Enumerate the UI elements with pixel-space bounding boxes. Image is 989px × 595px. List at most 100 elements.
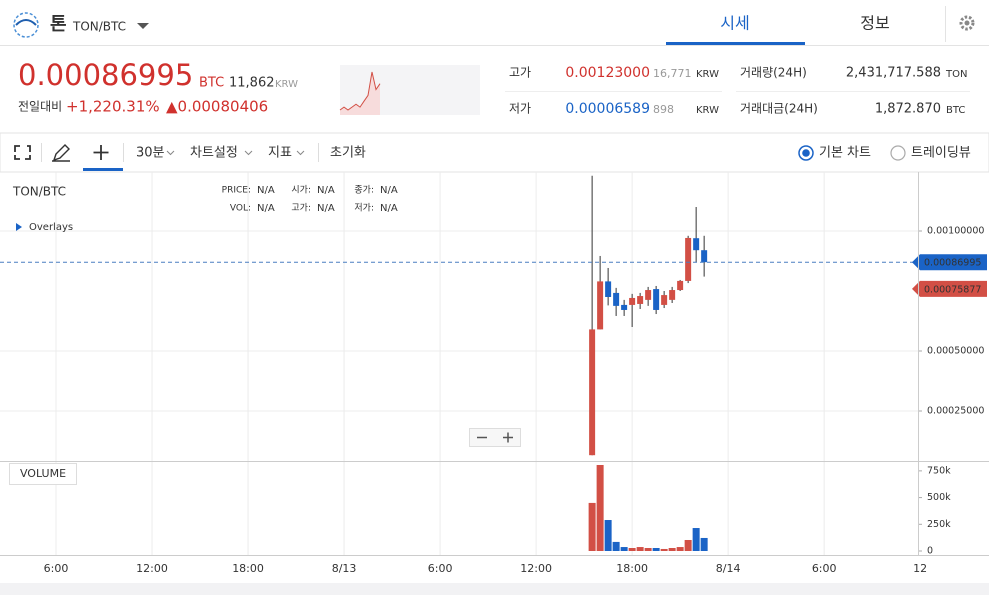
tab-active[interactable]: 시세 bbox=[720, 14, 749, 33]
candle-body bbox=[589, 329, 596, 456]
overlays-label[interactable]: Overlays bbox=[29, 222, 73, 233]
fullscreen-button[interactable] bbox=[14, 145, 31, 160]
field-value: N/A bbox=[257, 185, 275, 196]
pair[interactable]: TON/BTC bbox=[72, 20, 126, 34]
overlays-toggle[interactable] bbox=[16, 223, 22, 231]
volume-bar bbox=[612, 541, 620, 551]
x-tick-label: 12:00 bbox=[136, 562, 168, 575]
volume-tick-label: 750k bbox=[927, 465, 951, 476]
candle-body bbox=[677, 280, 684, 291]
field-label: 시가: bbox=[291, 185, 311, 196]
change-label: 전일대비 bbox=[18, 100, 62, 114]
marker-price-tag bbox=[912, 280, 987, 297]
chevron bbox=[296, 150, 305, 156]
volume-bar bbox=[652, 548, 660, 551]
x-tick-label: 8/13 bbox=[332, 562, 357, 575]
volume-bar bbox=[684, 539, 692, 551]
dropdown-caret[interactable] bbox=[137, 23, 149, 29]
stat-value: 1,872.870 bbox=[875, 102, 941, 117]
sparkline-line bbox=[339, 71, 381, 111]
radio-dot bbox=[802, 149, 810, 157]
x-tick-label: 6:00 bbox=[812, 562, 837, 575]
toolbar bbox=[0, 132, 989, 173]
volume-tick-label: 500k bbox=[927, 492, 951, 503]
stat-unit: BTC bbox=[946, 105, 965, 116]
candle-body bbox=[629, 297, 636, 305]
price: 0.00086995 bbox=[18, 58, 193, 92]
x-tick-label: 18:00 bbox=[232, 562, 264, 575]
stat-label: 거래량(24H) bbox=[740, 66, 807, 80]
stat-krw: 16,771 bbox=[653, 67, 692, 80]
stat-krw: 898 bbox=[653, 103, 674, 116]
coin-name: 톤 bbox=[50, 14, 67, 35]
radio-label[interactable]: 트레이딩뷰 bbox=[911, 146, 971, 161]
last-price-tag bbox=[912, 254, 987, 271]
reset-button[interactable]: 초기화 bbox=[330, 146, 366, 161]
y-tick-label: 0.00100000 bbox=[927, 225, 984, 236]
zoom-in[interactable] bbox=[503, 432, 513, 443]
field-label: 고가: bbox=[291, 203, 311, 214]
x-tick-label: 6:00 bbox=[428, 562, 453, 575]
stat-label: 저가 bbox=[509, 102, 531, 116]
tab-underline bbox=[666, 42, 805, 45]
candle-body bbox=[701, 250, 708, 263]
x-tick-label: 18:00 bbox=[616, 562, 648, 575]
candle-body bbox=[605, 281, 612, 297]
x-tick-label: 6:00 bbox=[44, 562, 69, 575]
field-label: 종가: bbox=[354, 185, 374, 196]
stat-unit: TON bbox=[945, 69, 967, 80]
indicators[interactable]: 지표 bbox=[268, 146, 292, 161]
marker-price-label: 0.00075877 bbox=[924, 284, 981, 295]
chart-settings[interactable]: 차트설정 bbox=[190, 146, 238, 161]
candle-body bbox=[661, 295, 668, 305]
x-tick-label: 12:00 bbox=[520, 562, 552, 575]
draw-button[interactable] bbox=[52, 144, 70, 162]
candle-body bbox=[653, 289, 660, 310]
interval-select[interactable]: 30분 bbox=[136, 146, 165, 161]
sparkline bbox=[339, 71, 381, 115]
stat-label: 고가 bbox=[509, 66, 531, 80]
volume-bar bbox=[644, 548, 652, 551]
volume-bar bbox=[604, 520, 612, 551]
change-pct: +1,220.31% bbox=[66, 98, 160, 116]
candle-body bbox=[637, 296, 644, 304]
change-abs: ▲0.00080406 bbox=[166, 98, 268, 116]
volume-bar bbox=[596, 464, 604, 551]
stat-unit: KRW bbox=[696, 105, 719, 116]
radio-label[interactable]: 기본 차트 bbox=[819, 146, 871, 161]
field-value: N/A bbox=[380, 203, 398, 214]
coin-logo bbox=[13, 12, 39, 38]
volume-bar bbox=[660, 548, 668, 551]
chart-symbol: TON/BTC bbox=[12, 185, 66, 199]
settings-icon[interactable] bbox=[959, 15, 975, 31]
volume-bar bbox=[588, 502, 596, 551]
candle-body bbox=[597, 281, 604, 330]
y-tick-label: 0.00050000 bbox=[927, 346, 984, 357]
x-tick-label: 8/14 bbox=[716, 562, 741, 575]
volume-bar bbox=[636, 547, 644, 551]
radio-checked[interactable] bbox=[798, 145, 814, 161]
field-label: VOL: bbox=[230, 204, 251, 214]
volume-label: VOLUME bbox=[20, 467, 66, 480]
last-price-label: 0.00086995 bbox=[924, 258, 981, 269]
volume-badge bbox=[9, 463, 77, 485]
chevron bbox=[244, 150, 253, 156]
candle-body bbox=[669, 290, 676, 300]
volume-tick-label: 250k bbox=[927, 519, 951, 530]
chevron bbox=[166, 150, 175, 156]
volume-bar bbox=[620, 547, 628, 551]
x-tick-label: 12 bbox=[913, 562, 927, 575]
footer-bg bbox=[0, 583, 989, 595]
stat-unit: KRW bbox=[696, 69, 719, 80]
tab[interactable]: 정보 bbox=[860, 14, 889, 33]
sparkline-area bbox=[340, 72, 380, 115]
radio[interactable] bbox=[890, 145, 906, 161]
volume-bar bbox=[692, 528, 700, 551]
crosshair-button[interactable] bbox=[93, 145, 109, 160]
candle-body bbox=[621, 304, 628, 310]
y-tick-label: 0.00025000 bbox=[927, 406, 984, 417]
stat-value: 0.00123000 bbox=[565, 65, 650, 81]
